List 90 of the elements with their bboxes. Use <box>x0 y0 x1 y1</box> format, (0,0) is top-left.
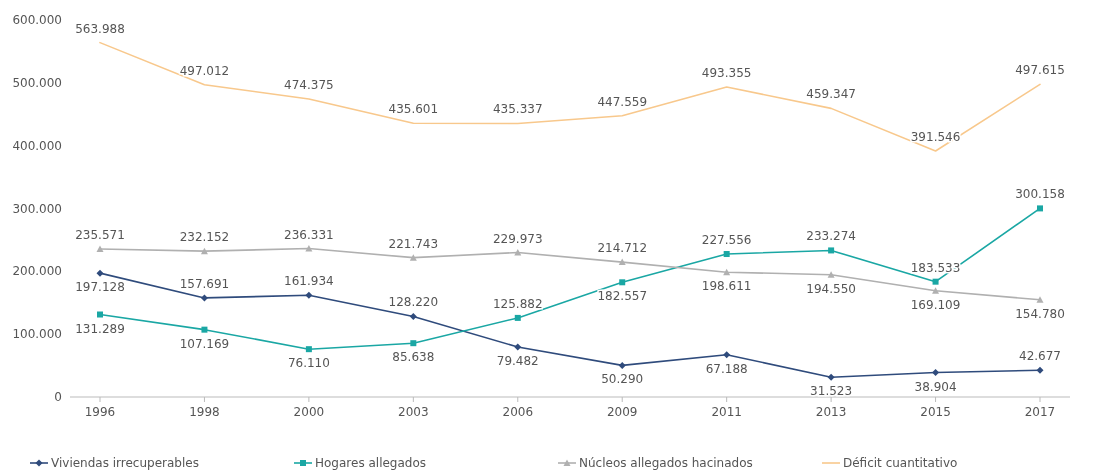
data-label: 435.337 <box>492 102 543 117</box>
data-label: 435.601 <box>388 102 439 117</box>
data-label: 474.375 <box>284 77 334 92</box>
data-label: 31.523 <box>810 384 853 399</box>
data-label: 131.289 <box>75 321 125 336</box>
data-label: 182.557 <box>597 289 648 304</box>
data-label: 128.220 <box>388 295 439 310</box>
y-tick-label: 200.000 <box>12 264 62 279</box>
legend-label: Déficit cuantitativo <box>843 456 958 470</box>
y-tick-label: 500.000 <box>12 75 62 90</box>
data-label: 391.546 <box>910 129 961 144</box>
data-label: 42.677 <box>1019 349 1061 364</box>
y-tick-label: 400.000 <box>12 138 62 153</box>
point <box>96 245 104 252</box>
point <box>410 340 417 347</box>
point <box>96 269 104 277</box>
point <box>932 287 940 294</box>
data-label: 50.290 <box>601 372 644 387</box>
point <box>827 271 835 278</box>
point <box>723 251 730 258</box>
point <box>305 245 313 252</box>
x-tick-label: 2017 <box>1024 405 1056 419</box>
data-label: 194.550 <box>806 281 856 296</box>
point <box>1036 296 1044 303</box>
data-label: 493.355 <box>701 66 752 81</box>
data-label: 232.152 <box>179 230 230 245</box>
data-label: 447.559 <box>597 94 648 109</box>
y-tick-label: 0 <box>54 390 62 404</box>
data-label: 85.638 <box>392 350 435 365</box>
point <box>723 351 731 359</box>
data-label: 125.882 <box>492 296 543 311</box>
x-tick-label: 2011 <box>711 405 742 419</box>
point <box>618 361 626 369</box>
point <box>305 346 312 353</box>
point <box>409 312 417 320</box>
data-label: 107.169 <box>179 336 230 351</box>
point <box>932 369 940 377</box>
data-label: 236.331 <box>284 227 334 242</box>
point <box>409 254 417 261</box>
data-label: 221.743 <box>388 236 439 251</box>
data-label: 169.109 <box>910 297 961 312</box>
data-label: 76.110 <box>287 356 330 371</box>
x-tick-label: 2006 <box>502 405 534 419</box>
x-tick-label: 2013 <box>815 405 847 419</box>
point <box>828 247 835 254</box>
data-label: 198.611 <box>701 279 752 294</box>
data-label: 67.188 <box>705 361 748 376</box>
data-label: 161.934 <box>284 274 334 289</box>
data-label: 214.712 <box>597 241 648 256</box>
point <box>305 291 313 299</box>
x-tick-label: 2015 <box>920 405 951 419</box>
x-tick-label: 2009 <box>606 405 638 419</box>
y-tick-label: 300.000 <box>12 201 62 216</box>
data-label: 497.615 <box>1015 63 1065 78</box>
data-label: 38.904 <box>914 379 957 394</box>
data-label: 459.347 <box>806 87 856 102</box>
point <box>932 278 939 285</box>
point <box>514 249 522 256</box>
point <box>723 268 731 276</box>
legend-label: Viviendas irrecuperables <box>51 456 199 470</box>
data-label: 157.691 <box>179 276 230 291</box>
point <box>514 314 521 321</box>
x-tick-label: 2000 <box>293 405 325 419</box>
x-tick-label: 1996 <box>84 405 116 419</box>
point <box>200 294 208 302</box>
point <box>97 311 103 318</box>
point <box>827 373 835 381</box>
point <box>619 279 626 286</box>
point <box>200 247 208 255</box>
data-label: 233.274 <box>806 229 856 244</box>
point <box>618 258 626 266</box>
data-label: 497.012 <box>179 63 230 78</box>
legend-label: Núcleos allegados hacinados <box>579 456 753 470</box>
x-tick-label: 1998 <box>189 405 220 419</box>
data-label: 79.482 <box>496 354 539 369</box>
data-label: 235.571 <box>75 227 125 242</box>
y-tick-label: 600.000 <box>12 13 62 27</box>
data-label: 229.973 <box>492 231 543 246</box>
data-label: 154.780 <box>1015 306 1065 321</box>
y-tick-label: 100.000 <box>12 327 62 342</box>
point <box>1037 205 1043 212</box>
point <box>1036 366 1044 374</box>
data-label: 197.128 <box>75 280 125 295</box>
data-label: 300.158 <box>1015 187 1065 202</box>
data-label: 563.988 <box>75 21 125 36</box>
point <box>514 343 522 351</box>
data-label: 227.556 <box>701 233 752 248</box>
point <box>201 326 208 333</box>
legend-label: Hogares allegados <box>315 456 427 470</box>
x-tick-label: 2003 <box>398 405 429 419</box>
